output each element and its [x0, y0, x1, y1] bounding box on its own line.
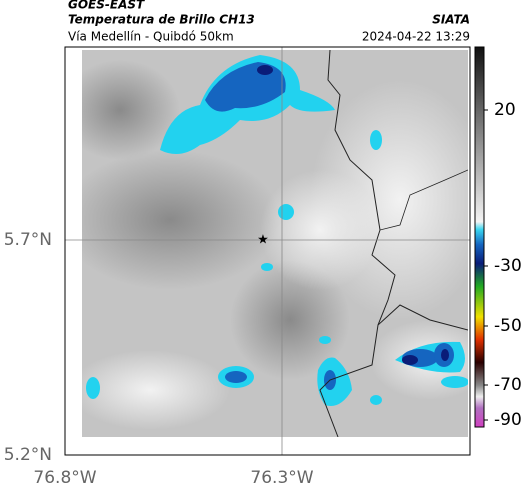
source: GOES-EAST: [68, 0, 145, 12]
map-frame: [64, 46, 471, 456]
lon-label: 76.8°W: [33, 468, 96, 488]
satellite-image: [82, 50, 468, 437]
colorbar-tick-label: 20: [494, 100, 516, 120]
colorbar: [474, 46, 485, 428]
colorbar-tick-label: -70: [494, 375, 522, 395]
title: Temperatura de Brillo CH13: [68, 13, 255, 27]
lon-label: 76.3°W: [250, 468, 313, 488]
lat-label: 5.2°N: [4, 445, 52, 465]
colorbar-tick-label: -90: [494, 410, 522, 430]
agency: SIATA: [432, 13, 470, 27]
timestamp: 2024-04-22 13:29: [362, 30, 470, 44]
location-marker: ★: [257, 233, 269, 248]
lat-label: 5.7°N: [4, 230, 52, 250]
colorbar-tick-label: -30: [494, 256, 522, 276]
colorbar-tick-label: -50: [494, 316, 522, 336]
colorbar-ticks: 20 -30 -50 -70 -90: [484, 100, 522, 430]
route: Vía Medellín - Quibdó 50km: [68, 30, 234, 44]
